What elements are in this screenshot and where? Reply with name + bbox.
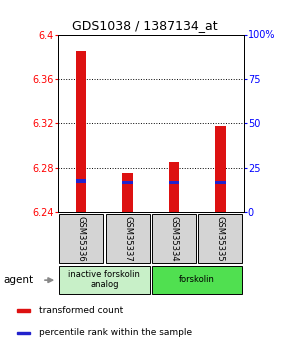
Bar xyxy=(17,332,30,334)
Bar xyxy=(198,214,242,263)
Text: percentile rank within the sample: percentile rank within the sample xyxy=(39,328,193,337)
Text: transformed count: transformed count xyxy=(39,306,124,315)
Bar xyxy=(76,179,86,183)
Bar xyxy=(215,180,226,184)
Bar xyxy=(122,173,133,212)
Bar xyxy=(17,309,30,312)
Text: forskolin: forskolin xyxy=(179,275,215,284)
Bar xyxy=(152,266,242,294)
Bar xyxy=(169,180,179,184)
Bar xyxy=(76,51,86,212)
Text: agent: agent xyxy=(3,275,33,285)
Text: GSM35336: GSM35336 xyxy=(77,216,86,261)
Bar xyxy=(169,162,179,212)
Bar xyxy=(59,266,150,294)
Bar xyxy=(152,214,196,263)
Bar xyxy=(122,180,133,184)
Bar xyxy=(106,214,150,263)
Bar xyxy=(215,126,226,212)
Text: inactive forskolin
analog: inactive forskolin analog xyxy=(68,270,140,289)
Text: GSM35337: GSM35337 xyxy=(123,216,132,261)
Text: GSM35335: GSM35335 xyxy=(216,216,225,261)
Bar xyxy=(59,214,103,263)
Text: GSM35334: GSM35334 xyxy=(169,216,179,261)
Text: GDS1038 / 1387134_at: GDS1038 / 1387134_at xyxy=(72,19,218,32)
